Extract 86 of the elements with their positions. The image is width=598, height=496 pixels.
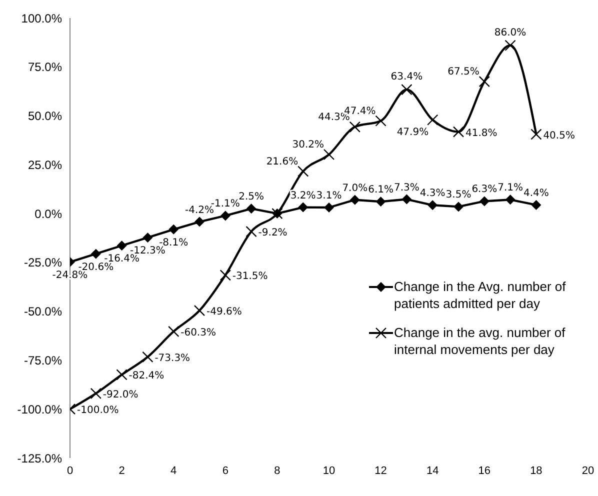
point [323, 148, 335, 160]
point [530, 128, 542, 140]
data-label: -31.5% [232, 271, 268, 282]
data-label: 7.3% [394, 182, 420, 194]
data-label: 63.4% [390, 72, 423, 83]
point [452, 126, 464, 138]
data-label: -60.3% [180, 327, 216, 338]
y-tick-label: -100.0% [17, 402, 62, 416]
x-tick-label: 12 [374, 464, 387, 477]
data-label: 3.5% [446, 190, 472, 201]
x-tick-label: 8 [274, 464, 280, 477]
x-tick-label: 10 [322, 464, 336, 477]
point [90, 248, 101, 259]
point [402, 194, 412, 204]
y-tick-label: -125.0% [17, 451, 62, 466]
data-label: 3.1% [316, 190, 342, 202]
data-label: 44.3% [318, 112, 350, 123]
x-tick-label: 2 [118, 464, 125, 477]
data-label: -9.2% [258, 228, 288, 239]
x-tick-label: 16 [478, 464, 491, 477]
data-label: 6.1% [368, 184, 394, 196]
y-tick-label: 0.0% [34, 206, 62, 221]
point [298, 166, 309, 177]
data-label: 30.2% [292, 140, 324, 150]
x-tick-label: 6 [222, 464, 228, 477]
point [375, 115, 386, 126]
point [350, 194, 360, 205]
data-label: 41.8% [466, 128, 498, 139]
point [246, 204, 256, 214]
x-tick-label: 20 [582, 464, 594, 477]
data-label: 6.3% [472, 184, 498, 196]
data-label: 2.5% [238, 192, 264, 203]
point [376, 196, 386, 207]
data-label: 7.1% [498, 182, 524, 194]
data-label: -24.8% [52, 270, 88, 282]
point [90, 388, 102, 400]
data-label: -4.2% [184, 204, 214, 216]
point [401, 84, 412, 96]
data-label: -82.4% [128, 370, 164, 382]
point [168, 326, 180, 338]
y-tick-label: -25.0% [24, 256, 62, 270]
point [428, 200, 438, 210]
data-label: 4.3% [420, 188, 446, 200]
point [116, 240, 127, 251]
x-tick-label: 0 [66, 464, 74, 477]
point [504, 40, 516, 51]
y-tick-label: -75.0% [24, 353, 62, 368]
y-tick-label: 100.0% [21, 11, 62, 26]
point [454, 202, 464, 212]
point [142, 232, 153, 243]
point [246, 226, 257, 238]
data-label: -92.0% [102, 389, 138, 400]
point [194, 216, 204, 227]
point [220, 270, 231, 281]
data-label: 86.0% [494, 27, 526, 38]
point [349, 121, 360, 133]
point [298, 202, 308, 212]
data-label: 67.5% [448, 66, 480, 78]
x-tick-label: 18 [530, 464, 542, 477]
y-tick-label: 75.0% [28, 60, 62, 74]
point [427, 114, 438, 126]
point [479, 196, 490, 206]
data-label: 21.6% [266, 156, 298, 168]
x-tick-label: 14 [426, 464, 439, 477]
y-tick-label: 50.0% [28, 109, 62, 124]
point [116, 369, 128, 380]
x-tick-label: 4 [170, 464, 177, 477]
point [505, 194, 516, 205]
data-label: -100.0% [77, 405, 119, 416]
point [168, 224, 179, 234]
point [142, 351, 154, 362]
data-label: -73.3% [154, 352, 190, 364]
y-tick-label: 25.0% [28, 158, 62, 172]
legend-label: Change in the Avg. number of patients admitted per day [394, 278, 567, 312]
data-label: 7.0% [342, 182, 368, 194]
point [478, 76, 490, 88]
legend-label: Change in the avg. number of internal movements per day [394, 324, 566, 358]
data-label: 40.5% [543, 130, 575, 142]
data-label: 47.9% [396, 126, 429, 138]
point [531, 200, 542, 210]
point [220, 210, 230, 221]
data-label: -49.6% [206, 306, 242, 318]
data-label: 4.4% [523, 188, 549, 199]
point [324, 202, 334, 212]
data-label: 3.2% [290, 190, 316, 202]
y-tick-label: -50.0% [24, 304, 62, 319]
